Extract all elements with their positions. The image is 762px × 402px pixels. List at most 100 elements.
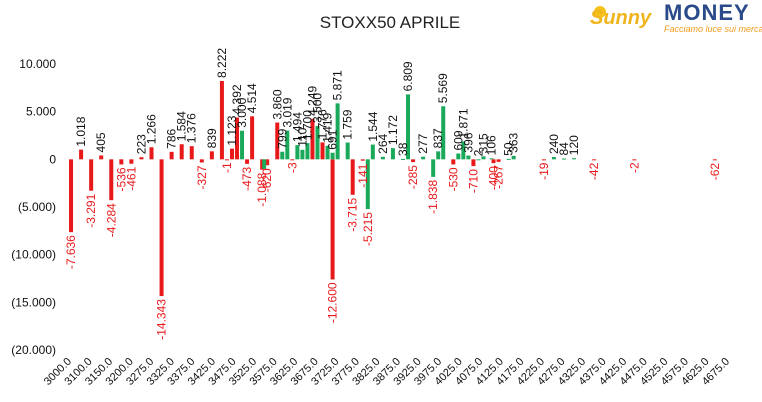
bar-red <box>159 159 164 297</box>
y-tick-label: (20.000) <box>11 343 56 357</box>
data-label: -267 <box>492 165 506 189</box>
bar-red <box>129 159 134 164</box>
data-label: 5.569 <box>436 73 450 103</box>
data-label: 396 <box>461 132 475 152</box>
bar-red <box>471 159 476 167</box>
bar-green <box>315 125 320 160</box>
data-label: 223 <box>134 134 148 154</box>
data-label: 799 <box>275 128 289 148</box>
data-label: -2 <box>627 162 641 173</box>
bar-red <box>224 159 229 161</box>
logo-money: MONEY <box>664 0 750 25</box>
bar-green <box>285 130 290 160</box>
data-label: -7.636 <box>64 235 78 269</box>
bar-green <box>240 130 245 160</box>
bar-red <box>411 159 416 163</box>
bar-red <box>290 159 295 161</box>
bar-green <box>551 157 556 160</box>
bar-red <box>275 122 280 160</box>
bar-red <box>330 159 335 280</box>
bar-green <box>441 106 446 160</box>
data-label: 106 <box>485 135 499 155</box>
bar-green <box>401 158 405 160</box>
y-tick-label: (5.000) <box>18 200 56 214</box>
y-tick-label: 5.000 <box>26 105 56 119</box>
bar-red <box>632 159 637 161</box>
bar-red <box>451 159 456 165</box>
bar-red <box>712 159 717 161</box>
bar-red <box>229 148 234 160</box>
logo: Sunny MONEY Facciamo luce sui mercati <box>590 0 762 34</box>
bar-green <box>280 151 285 160</box>
data-label: -4.284 <box>104 203 118 237</box>
data-label: -1.088 <box>255 172 269 206</box>
bar-green <box>345 142 350 160</box>
data-label: -710 <box>466 169 480 193</box>
x-axis: 3000.03100.03150.03200.03275.03325.03375… <box>42 356 732 388</box>
data-label: -141 <box>356 163 370 187</box>
data-label: 3.000 <box>235 97 249 127</box>
y-tick-label: (10.000) <box>11 248 56 262</box>
data-label: 315 <box>476 133 490 153</box>
data-label: 839 <box>205 128 219 148</box>
bar-green <box>330 152 335 160</box>
bar-green <box>300 149 305 160</box>
bar-red <box>360 159 365 161</box>
data-label: -400 <box>487 166 501 190</box>
bar-red <box>189 146 194 160</box>
bar-red <box>199 159 204 163</box>
data-label: 363 <box>507 133 521 153</box>
data-label: 4.249 <box>305 85 319 115</box>
data-label: -42 <box>587 162 601 180</box>
data-label: -285 <box>406 165 420 189</box>
data-label: -1.838 <box>426 180 440 214</box>
bar-red <box>250 116 255 160</box>
data-label: 1.266 <box>145 114 159 144</box>
bar-red <box>541 159 546 161</box>
data-label: 1.776 <box>316 109 330 139</box>
data-label: 786 <box>165 128 179 148</box>
bar-red <box>79 149 84 160</box>
bar-green <box>390 148 395 160</box>
bar-red <box>139 157 144 160</box>
logo-tagline: Facciamo luce sui mercati <box>664 24 762 34</box>
data-label: -12.600 <box>326 282 340 323</box>
bar-green <box>466 155 471 160</box>
data-label: -3.715 <box>346 197 360 231</box>
bar-green <box>561 158 566 160</box>
data-label: -14.343 <box>155 299 169 340</box>
data-label: -536 <box>114 167 128 191</box>
data-label: 6.809 <box>401 61 415 91</box>
bar-green <box>406 94 411 160</box>
data-label: 1.172 <box>386 115 400 145</box>
data-label: 264 <box>376 133 390 153</box>
bar-green <box>262 159 267 169</box>
bar-red <box>169 151 174 160</box>
data-label: 3.500 <box>310 93 324 123</box>
bar-green <box>436 151 441 160</box>
bar-red <box>350 159 355 195</box>
data-label: -530 <box>446 167 460 191</box>
bar-red <box>89 159 94 191</box>
bar-green <box>572 158 577 160</box>
data-label: 240 <box>547 134 561 154</box>
data-label: 1.376 <box>185 113 199 143</box>
data-label: 1.584 <box>175 111 189 141</box>
data-label: -5.215 <box>361 212 375 246</box>
bar-red <box>209 151 214 160</box>
data-label: 405 <box>94 132 108 152</box>
data-label: -1 <box>220 162 234 173</box>
data-label: -3.291 <box>84 193 98 227</box>
bar-green <box>431 159 436 177</box>
data-label: 110 <box>295 127 309 146</box>
bar-green <box>295 145 300 160</box>
data-label: 1.123 <box>225 115 239 145</box>
sun-icon <box>594 6 606 18</box>
data-label: 84 <box>557 142 571 156</box>
data-label: 4.514 <box>245 83 259 113</box>
data-label: -461 <box>124 166 138 190</box>
bar-green <box>325 145 330 160</box>
logo-sunny: Sunny <box>590 7 652 29</box>
data-label: 5.871 <box>331 70 345 100</box>
